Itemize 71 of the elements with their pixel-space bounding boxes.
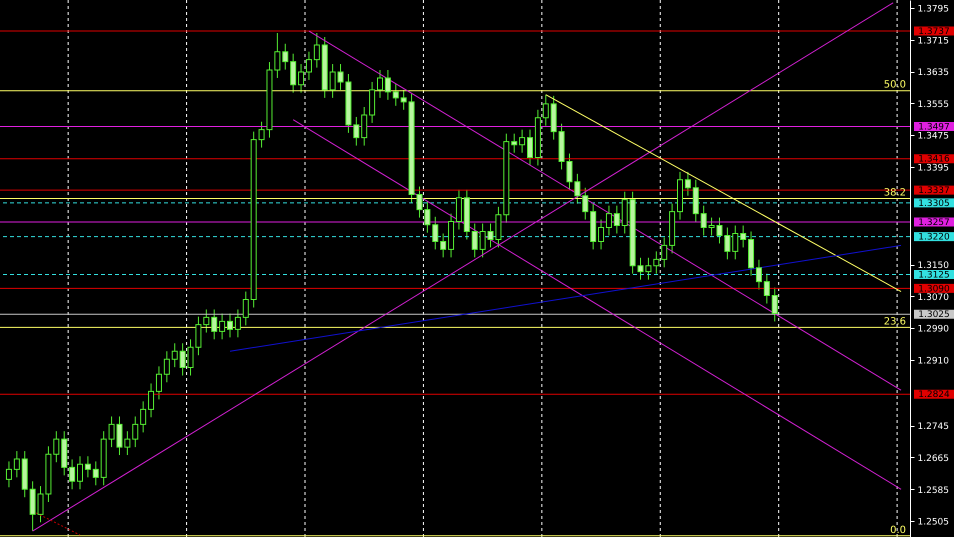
candlestick [416, 186, 422, 218]
y-tick-label: 1.2745 [918, 422, 949, 432]
candlestick [148, 382, 154, 418]
candlestick [124, 430, 130, 456]
candlestick [330, 64, 336, 98]
candlestick [84, 456, 91, 478]
candlestick [527, 129, 533, 166]
candlestick [645, 257, 652, 280]
y-tick-label: 1.2585 [918, 486, 949, 496]
y-tick-label: 1.2505 [918, 518, 949, 528]
candlestick [377, 70, 383, 98]
y-tick-label: 1.3635 [918, 68, 949, 78]
candlestick [724, 227, 730, 260]
annotation: 0.0 [890, 524, 906, 536]
candlestick [519, 129, 526, 154]
y-tick-label: 1.3555 [918, 100, 949, 110]
ref-line-label: 1.3305 [918, 198, 950, 209]
ref-line-label: 1.3416 [918, 154, 950, 165]
y-tick-label: 1.2910 [918, 356, 950, 366]
candlestick [638, 257, 644, 280]
candlestick [716, 217, 722, 244]
candlestick [156, 366, 162, 400]
candlestick [488, 223, 494, 248]
y-tick-label: 1.3795 [918, 4, 949, 14]
ref-line-label: 1.3257 [918, 218, 950, 228]
candlestick [684, 171, 691, 196]
ref-line-label: 1.3220 [918, 232, 950, 243]
candlestick [456, 189, 462, 230]
y-tick-label: 1.3150 [918, 261, 950, 272]
y-tick-label: 1.2665 [918, 454, 949, 464]
candlestick [384, 70, 391, 100]
candlestick [566, 153, 572, 190]
y-tick-label: 1.2990 [918, 324, 950, 335]
candlestick [258, 121, 265, 148]
ref-line-label: 1.3025 [918, 310, 950, 320]
annotation: 50.0 [884, 80, 906, 91]
candlestick [708, 217, 715, 236]
candlestick [756, 259, 762, 290]
candlestick [6, 460, 12, 488]
candlestick [574, 173, 580, 204]
ref-line-label: 1.3497 [918, 122, 950, 132]
y-tick-label: 1.3475 [918, 132, 949, 142]
ref-line-label: 1.3337 [918, 186, 950, 196]
candlestick [274, 32, 280, 78]
candlestick [77, 456, 83, 490]
candlestick [195, 316, 202, 356]
candlestick [306, 51, 312, 80]
candlestick [38, 486, 44, 523]
candlestick [424, 201, 430, 234]
candlestick [116, 416, 122, 456]
candlestick [338, 64, 344, 90]
ref-line-label: 1.3090 [918, 284, 950, 294]
ref-line-label: 1.2824 [918, 390, 950, 400]
annotation: 23.6 [884, 316, 906, 328]
candlestick [598, 219, 604, 250]
candlestick [298, 64, 304, 94]
candlestick [188, 338, 194, 376]
candlestick [108, 416, 115, 448]
ref-line-label: 1.3125 [918, 270, 950, 280]
candlestick [480, 223, 486, 258]
y-tick-label: 1.3395 [918, 164, 949, 174]
y-tick-label: 1.3715 [918, 36, 949, 46]
candlestick [69, 458, 76, 490]
ref-line-label: 1.3737 [918, 27, 950, 38]
candlestick [180, 342, 186, 376]
candlestick [234, 308, 241, 338]
annotation: 38.2 [884, 187, 906, 198]
candlestick [219, 312, 226, 340]
candlestick [227, 312, 233, 338]
y-tick-label: 1.3070 [918, 292, 950, 303]
candlestick [606, 205, 612, 236]
